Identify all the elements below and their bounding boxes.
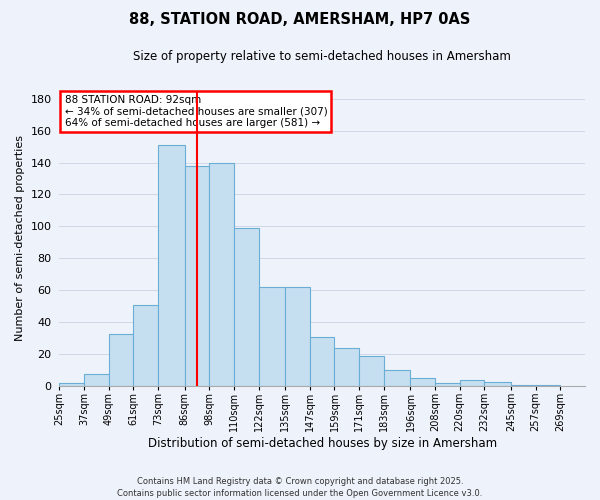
Bar — [484, 382, 511, 386]
X-axis label: Distribution of semi-detached houses by size in Amersham: Distribution of semi-detached houses by … — [148, 437, 497, 450]
Bar — [158, 145, 185, 386]
Bar — [109, 334, 133, 386]
Bar — [234, 228, 259, 386]
Bar — [536, 385, 560, 386]
Bar — [285, 287, 310, 386]
Text: Contains HM Land Registry data © Crown copyright and database right 2025.
Contai: Contains HM Land Registry data © Crown c… — [118, 476, 482, 498]
Bar — [435, 383, 460, 386]
Bar — [359, 356, 384, 386]
Title: Size of property relative to semi-detached houses in Amersham: Size of property relative to semi-detach… — [133, 50, 511, 63]
Bar — [334, 348, 359, 387]
Bar — [511, 385, 536, 386]
Bar — [133, 305, 158, 386]
Text: 88, STATION ROAD, AMERSHAM, HP7 0AS: 88, STATION ROAD, AMERSHAM, HP7 0AS — [130, 12, 470, 28]
Bar — [384, 370, 410, 386]
Y-axis label: Number of semi-detached properties: Number of semi-detached properties — [15, 136, 25, 342]
Bar — [460, 380, 484, 386]
Bar — [84, 374, 109, 386]
Bar — [59, 383, 84, 386]
Bar — [310, 337, 334, 386]
Bar — [209, 162, 234, 386]
Bar — [185, 166, 209, 386]
Bar — [410, 378, 435, 386]
Text: 88 STATION ROAD: 92sqm
← 34% of semi-detached houses are smaller (307)
64% of se: 88 STATION ROAD: 92sqm ← 34% of semi-det… — [65, 95, 328, 128]
Bar — [259, 287, 285, 386]
